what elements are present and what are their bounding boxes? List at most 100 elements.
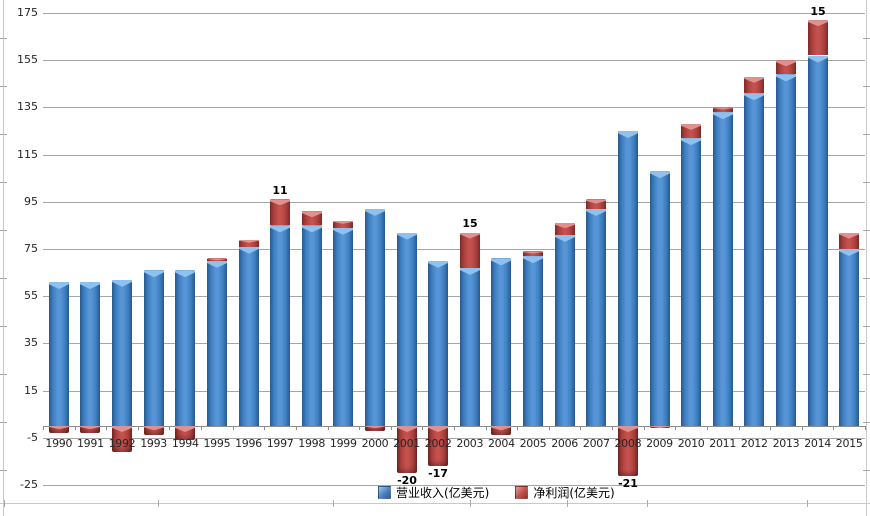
x-axis-label-2007: 2007 <box>582 437 610 450</box>
bar-profit-2008[interactable] <box>618 426 638 476</box>
bar-profit-1996[interactable] <box>239 239 259 247</box>
bar-revenue-1996[interactable] <box>239 246 259 426</box>
bar-profit-2009[interactable] <box>650 426 670 429</box>
bar-revenue-2005[interactable] <box>523 256 543 426</box>
x-axis-tick <box>106 426 107 430</box>
data-label-2008: -21 <box>618 477 638 490</box>
legend-item-revenue[interactable]: 营业收入(亿美元) <box>378 484 489 501</box>
bar-revenue-1991[interactable] <box>80 282 100 426</box>
bar-profit-1992[interactable] <box>112 426 132 452</box>
bar-profit-2014[interactable] <box>808 20 828 56</box>
gridline <box>43 202 865 203</box>
sheet-row-tick <box>0 38 7 39</box>
bar-revenue-1992[interactable] <box>112 279 132 426</box>
bar-profit-1991[interactable] <box>80 426 100 434</box>
x-axis-tick <box>517 426 518 430</box>
bar-revenue-2014[interactable] <box>808 55 828 426</box>
bar-profit-2001[interactable] <box>397 426 417 474</box>
x-axis-label-2006: 2006 <box>551 437 578 450</box>
bar-revenue-2002[interactable] <box>428 260 448 426</box>
bar-revenue-2011[interactable] <box>713 112 733 426</box>
bar-revenue-2004[interactable] <box>491 258 511 426</box>
bar-revenue-1995[interactable] <box>207 260 227 426</box>
bar-profit-2004[interactable] <box>491 426 511 436</box>
sheet-col-tick <box>333 500 334 507</box>
bar-bevel-highlight <box>175 426 195 432</box>
bar-revenue-2007[interactable] <box>586 208 606 426</box>
x-axis-label-2000: 2000 <box>361 437 389 450</box>
bar-bevel-highlight <box>80 426 100 430</box>
sheet-row-tick <box>0 134 7 135</box>
gridline <box>43 391 865 392</box>
bar-revenue-2012[interactable] <box>744 93 764 426</box>
data-label-2002: -17 <box>428 467 448 480</box>
sheet-row-tick <box>863 470 870 471</box>
sheet-col-tick <box>647 500 648 507</box>
x-axis-tick <box>75 426 76 430</box>
bar-bevel-highlight <box>365 208 385 216</box>
bar-profit-1990[interactable] <box>49 426 69 434</box>
chart-legend[interactable]: 营业收入(亿美元) 净利润(亿美元) <box>378 484 615 501</box>
bar-profit-1995[interactable] <box>207 258 227 261</box>
bar-profit-2000[interactable] <box>365 426 385 431</box>
bar-revenue-1998[interactable] <box>302 225 322 426</box>
bar-profit-1994[interactable] <box>175 426 195 441</box>
x-axis-tick <box>675 426 676 430</box>
x-axis-label-2004: 2004 <box>487 437 515 450</box>
bar-revenue-1994[interactable] <box>175 270 195 426</box>
y-axis-tick-label: 75 <box>24 242 38 255</box>
bar-profit-2013[interactable] <box>776 60 796 75</box>
bar-bevel-highlight <box>808 55 828 63</box>
bar-revenue-2008[interactable] <box>618 131 638 426</box>
bar-bevel-highlight <box>808 20 828 27</box>
bar-profit-2012[interactable] <box>744 76 764 94</box>
bar-revenue-2003[interactable] <box>460 267 480 426</box>
x-axis-tick <box>422 426 423 430</box>
bar-profit-2005[interactable] <box>523 251 543 257</box>
x-axis-label-2009: 2009 <box>646 437 673 450</box>
bar-revenue-2009[interactable] <box>650 171 670 426</box>
bar-revenue-1999[interactable] <box>333 227 353 426</box>
bar-bevel-highlight <box>112 279 132 287</box>
x-axis-tick <box>359 426 360 430</box>
bar-bevel-highlight <box>555 234 575 242</box>
bar-profit-1997[interactable] <box>270 199 290 226</box>
bar-profit-1993[interactable] <box>144 426 164 436</box>
bar-profit-2010[interactable] <box>681 123 701 139</box>
bar-revenue-2015[interactable] <box>839 249 859 426</box>
bar-profit-1998[interactable] <box>302 211 322 226</box>
bar-bevel-highlight <box>839 232 859 239</box>
x-axis-tick <box>833 426 834 430</box>
bar-revenue-2001[interactable] <box>397 232 417 426</box>
x-axis-label-2001: 2001 <box>393 437 420 450</box>
bar-bevel-highlight <box>586 199 606 204</box>
x-axis-tick <box>644 426 645 430</box>
x-axis-label-1999: 1999 <box>329 437 357 450</box>
bar-profit-2006[interactable] <box>555 223 575 235</box>
bar-revenue-2013[interactable] <box>776 74 796 426</box>
bar-revenue-1993[interactable] <box>144 270 164 426</box>
x-axis-label-2010: 2010 <box>677 437 705 450</box>
legend-item-profit[interactable]: 净利润(亿美元) <box>515 484 615 501</box>
bar-revenue-2006[interactable] <box>555 234 575 426</box>
bar-profit-2015[interactable] <box>839 232 859 249</box>
bar-bevel-highlight <box>713 107 733 110</box>
bar-profit-1999[interactable] <box>333 220 353 228</box>
x-axis-label-1992: 1992 <box>108 437 136 450</box>
y-axis-tick-label: 35 <box>24 336 38 349</box>
bar-bevel-highlight <box>239 246 259 254</box>
x-axis-label-1997: 1997 <box>266 437 294 450</box>
y-axis-tick-label: 175 <box>17 6 38 19</box>
bar-revenue-2010[interactable] <box>681 138 701 426</box>
bar-revenue-1990[interactable] <box>49 282 69 426</box>
bar-profit-2011[interactable] <box>713 107 733 113</box>
bar-revenue-2000[interactable] <box>365 208 385 426</box>
bar-revenue-1997[interactable] <box>270 225 290 426</box>
bar-bevel-highlight <box>460 267 480 275</box>
y-axis-tick-label: -25 <box>20 478 38 491</box>
bar-profit-2002[interactable] <box>428 426 448 467</box>
bar-profit-2003[interactable] <box>460 232 480 268</box>
gridline <box>43 249 865 250</box>
bar-profit-2007[interactable] <box>586 199 606 209</box>
